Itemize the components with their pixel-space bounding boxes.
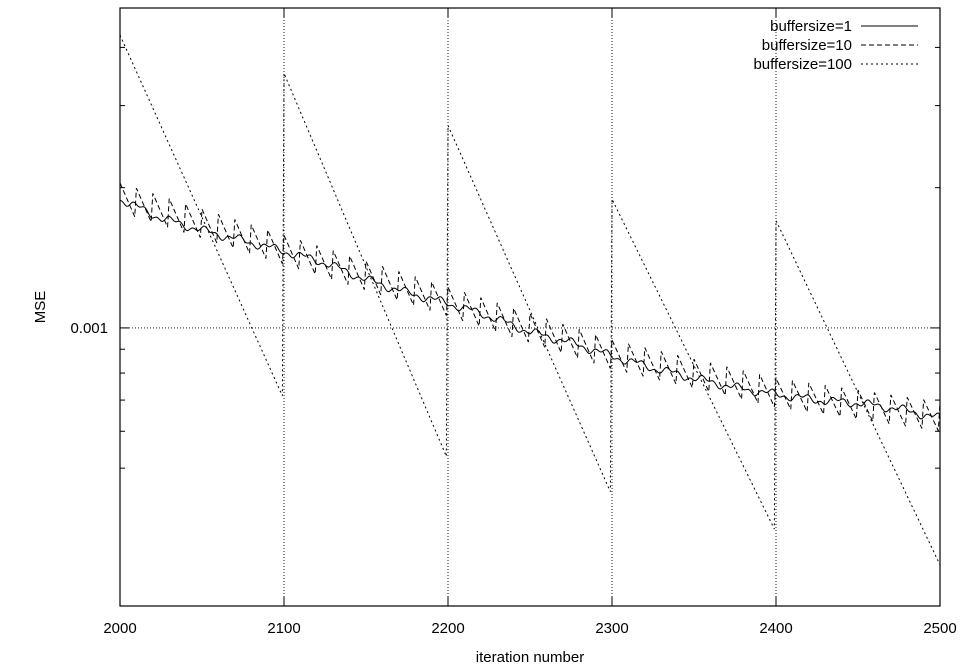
legend: buffersize=1 buffersize=10 buffersize=100 (753, 18, 918, 73)
tick-labels: 2000 2100 2200 2300 2400 2500 0.001 (70, 320, 956, 637)
series-line-buffersize=100 (119, 34, 941, 566)
y-tick-label: 0.001 (70, 320, 108, 337)
x-tick-label: 2200 (431, 620, 464, 637)
x-tick-label: 2300 (595, 620, 628, 637)
legend-label: buffersize=100 (753, 56, 852, 73)
x-tick-label: 2400 (759, 620, 792, 637)
series-line-buffersize=1 (119, 199, 941, 420)
x-tick-label: 2500 (923, 620, 956, 637)
legend-label: buffersize=10 (762, 37, 852, 54)
grid-lines (120, 8, 940, 606)
x-axis-title: iteration number (476, 649, 584, 666)
legend-label: buffersize=1 (770, 18, 852, 35)
y-axis-title: MSE (32, 291, 49, 324)
data-series (119, 34, 941, 566)
plot-frame (119, 7, 941, 607)
series-line-buffersize=10 (119, 182, 941, 432)
x-tick-label: 2100 (267, 620, 300, 637)
x-tick-label: 2000 (103, 620, 136, 637)
